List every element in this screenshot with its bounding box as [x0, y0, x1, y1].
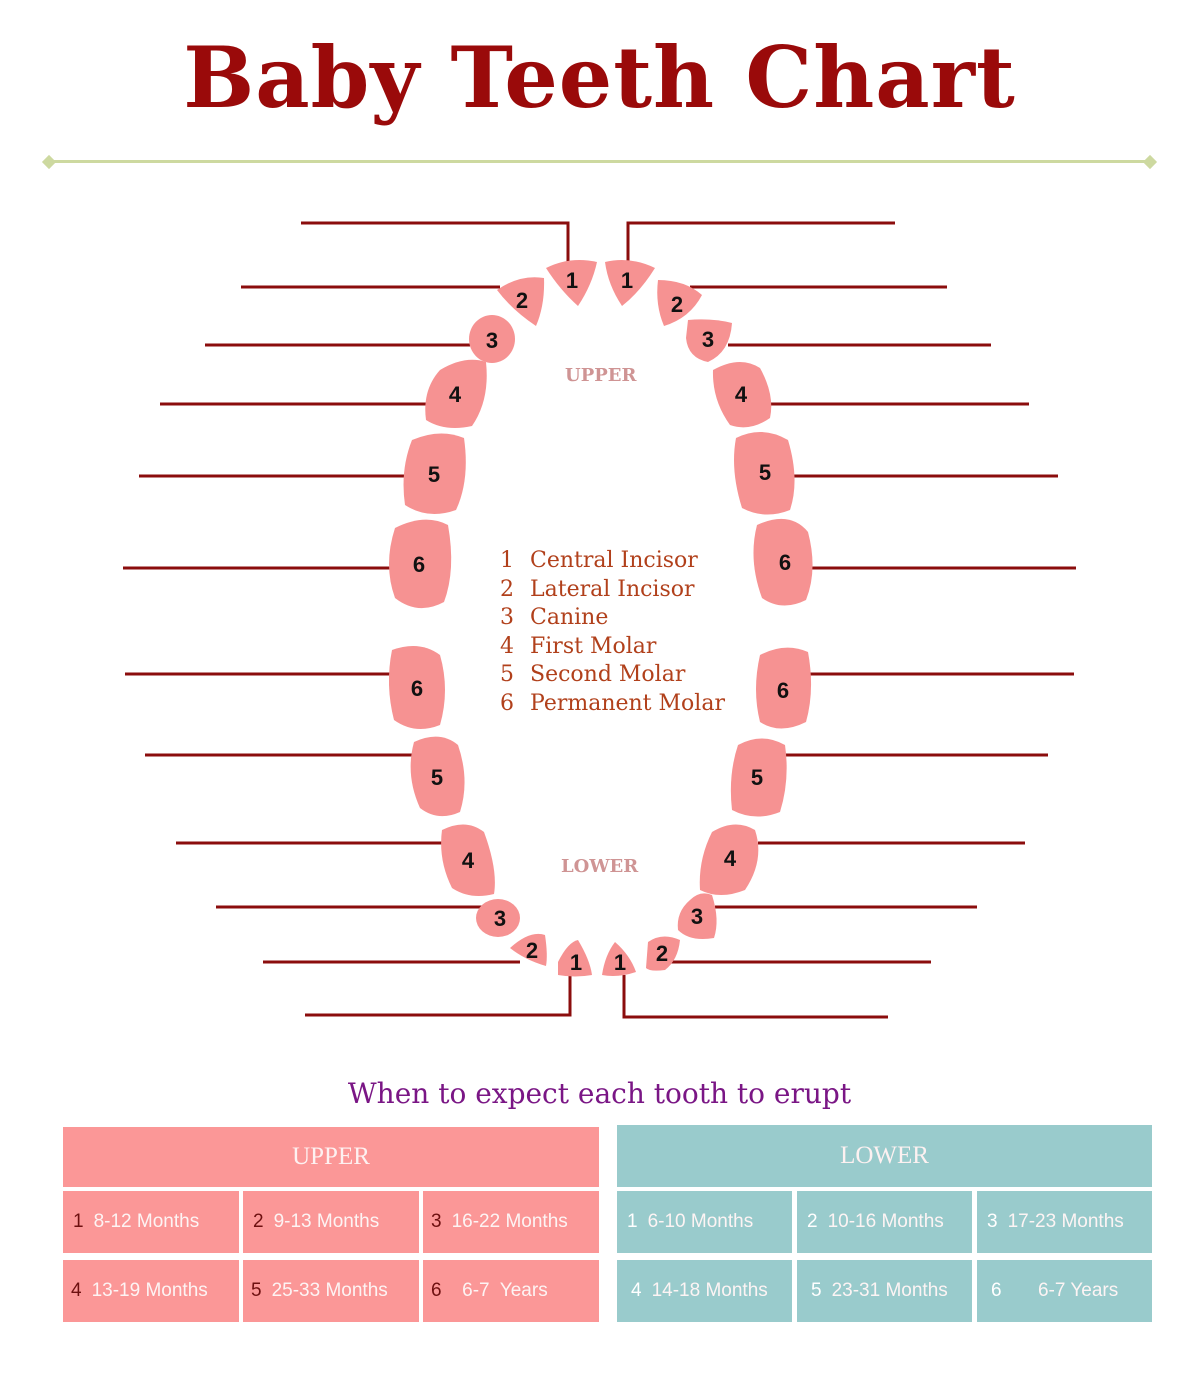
table-cell: 4 14-18 Months: [617, 1260, 792, 1322]
tooth-upper-left-3: [469, 315, 515, 363]
svg-text:5: 5: [428, 462, 440, 487]
svg-text:5: 5: [751, 765, 763, 790]
svg-text:1: 1: [570, 950, 582, 975]
tooth-lower-left-3: [476, 899, 520, 937]
tooth-lower-left-2: [510, 933, 547, 966]
svg-text:4: 4: [724, 846, 737, 871]
svg-text:1: 1: [566, 268, 578, 293]
tooth-upper-right-6: [753, 518, 813, 606]
table-cell: 2 9-13 Months: [243, 1191, 419, 1253]
tooth-upper-right-2: [657, 280, 702, 326]
table-cell: 1 8-12 Months: [63, 1191, 239, 1253]
legend-item: 2 Lateral Incisor: [500, 576, 695, 602]
legend-item: 5 Second Molar: [500, 662, 686, 687]
svg-text:4: 4: [462, 848, 475, 873]
legend-item: 1 Central Incisor: [500, 548, 698, 573]
teeth: [388, 260, 813, 977]
tooth-upper-right-3: [686, 319, 732, 362]
tooth-lower-left-4: [441, 824, 495, 896]
table-cell: 3 17-23 Months: [977, 1191, 1152, 1253]
tooth-upper-left-5: [403, 433, 466, 514]
lower-eruption-table: LOWER 1 6-10 Months 2 10-16 Months 3 17-23 …: [617, 1125, 1152, 1323]
tooth-upper-left-6: [389, 519, 452, 609]
tooth-upper-left-2: [497, 277, 545, 326]
lower-jaw-label: LOWER: [561, 856, 639, 877]
svg-text:2: 2: [671, 292, 683, 317]
svg-text:3: 3: [691, 904, 703, 929]
table-cell: 3 16-22 Months: [423, 1191, 599, 1253]
table-cell: 1 6-10 Months: [617, 1191, 792, 1253]
legend-item: 3 Canine: [500, 605, 609, 630]
tooth-lower-right-1: [602, 942, 636, 976]
table-cell: 4 13-19 Months: [63, 1260, 239, 1322]
tooth-upper-right-4: [712, 361, 772, 428]
upper-table-header: UPPER: [63, 1127, 599, 1187]
upper-eruption-table: UPPER 1 8-12 Months 2 9-13 Months 3 16-22 M…: [63, 1127, 599, 1323]
svg-text:3: 3: [494, 906, 506, 931]
svg-text:6: 6: [411, 676, 423, 701]
svg-text:4: 4: [449, 382, 462, 407]
svg-text:6: 6: [413, 552, 425, 577]
tooth-lower-left-5: [410, 736, 465, 817]
svg-text:3: 3: [702, 327, 714, 352]
divider-line: [48, 160, 1151, 163]
tooth-numbers: 123 456 123 456 654 32 1 654 321: [411, 268, 791, 975]
svg-text:5: 5: [759, 460, 771, 485]
svg-text:1: 1: [614, 950, 626, 975]
tooth-lower-right-3: [677, 893, 717, 939]
svg-text:3: 3: [486, 328, 498, 353]
tooth-lower-right-2: [646, 936, 680, 971]
table-cell: 2 10-16 Months: [797, 1191, 972, 1253]
table-cell: 6 6-7 Years: [423, 1260, 599, 1322]
tooth-upper-left-1: [546, 260, 597, 306]
tooth-legend: 1 Central Incisor 2 Lateral Incisor 3 Canin…: [500, 547, 725, 718]
svg-text:2: 2: [526, 938, 538, 963]
tooth-lower-left-1: [558, 940, 592, 977]
page-title: Baby Teeth Chart: [183, 28, 1016, 127]
legend-item: 6 Permanent Molar: [500, 690, 725, 716]
svg-text:1: 1: [621, 268, 633, 293]
table-cell: 5 23-31 Months: [797, 1260, 972, 1322]
eruption-subtitle: When to expect each tooth to erupt: [347, 1077, 852, 1110]
upper-jaw-label: UPPER: [565, 365, 637, 386]
svg-text:2: 2: [516, 288, 528, 313]
table-cell: 6 6-7 Years: [977, 1260, 1152, 1322]
tooth-lower-right-4: [699, 824, 759, 895]
svg-text:5: 5: [431, 765, 443, 790]
tooth-upper-left-4: [425, 359, 487, 428]
tooth-lower-right-5: [730, 738, 787, 817]
svg-text:6: 6: [779, 550, 791, 575]
leader-lines: [123, 221, 1076, 1019]
tooth-upper-right-1: [605, 260, 655, 306]
svg-text:4: 4: [735, 382, 748, 407]
tooth-upper-right-5: [734, 431, 795, 515]
svg-text:6: 6: [777, 678, 789, 703]
lower-table-header: LOWER: [617, 1125, 1152, 1187]
legend-item: 4 First Molar: [500, 633, 657, 659]
svg-text:2: 2: [656, 941, 668, 966]
tooth-lower-right-6: [756, 647, 812, 729]
table-cell: 5 25-33 Months: [243, 1260, 419, 1322]
tooth-lower-left-6: [388, 646, 445, 729]
